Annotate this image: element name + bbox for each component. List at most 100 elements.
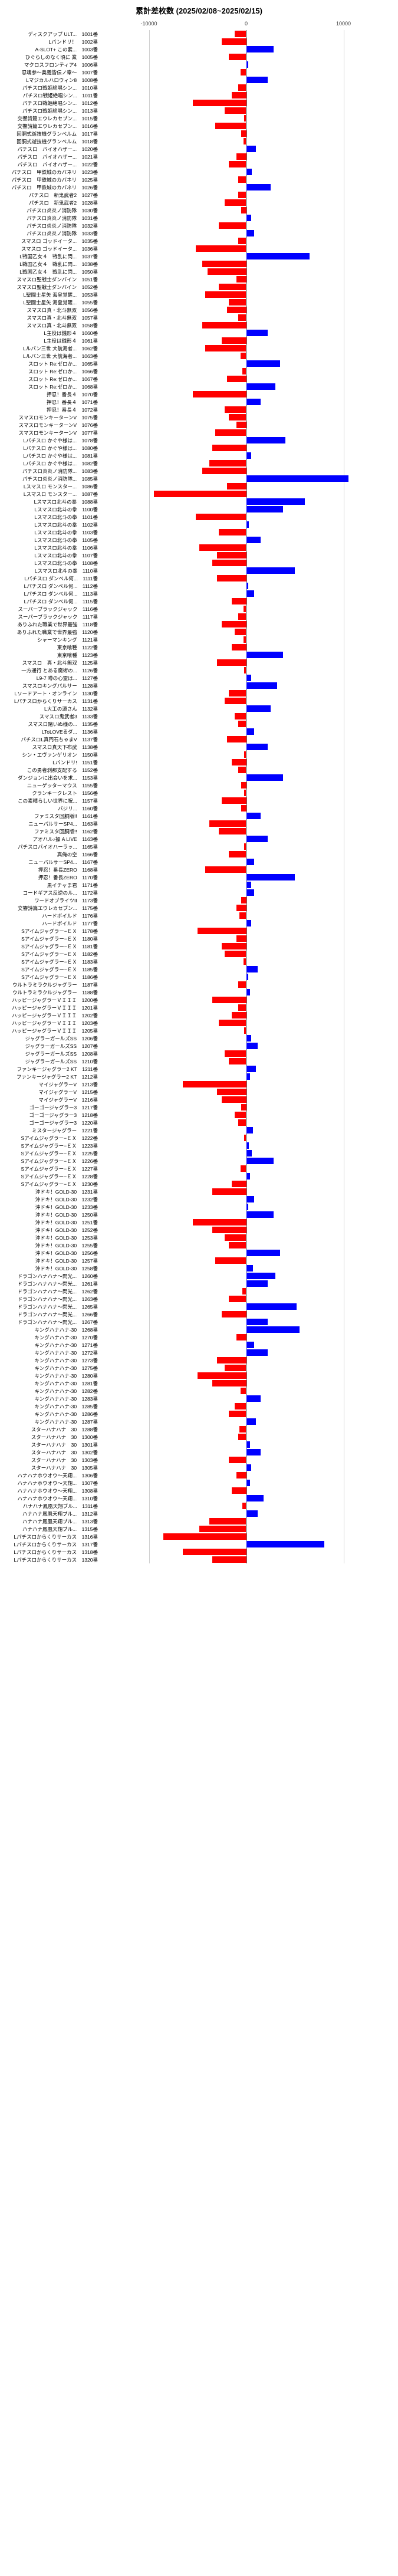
chart-row: キングハナハナ-30 1286番	[100, 1410, 392, 1418]
axis-tick-label: 10000	[336, 21, 351, 27]
row-label: L戦国乙女４ 戦乱に閃... 1037番	[0, 253, 99, 260]
chart-row: Sアイムジャグラー−ＥＸ 1178番	[100, 927, 392, 935]
row-label: ドラゴンハナハナ〜閃光... 1262番	[0, 1288, 99, 1295]
row-label: キングハナハナ-30 1287番	[0, 1418, 99, 1425]
bar	[232, 1181, 246, 1187]
chart-row: ハードボイルド 1177番	[100, 919, 392, 927]
chart-row: L主役は銭形４ 1060番	[100, 329, 392, 337]
row-label: ハナハナホウオウ〜天翔... 1310番	[0, 1495, 99, 1502]
bar	[202, 322, 246, 328]
chart-row: スマスロ ゴッドイータ... 1035番	[100, 237, 392, 245]
chart-row: Lスマスロ モンスター... 1087番	[100, 490, 392, 498]
bar	[246, 774, 284, 781]
row-label: スマスロ真・北斗無双 1058番	[0, 322, 99, 329]
row-label: スマスロキングパルサー 1128番	[0, 682, 99, 689]
chart-row: スマスロ鬼武者3 1133番	[100, 712, 392, 720]
row-label: L戦国乙女４ 戦乱に閃... 1050番	[0, 268, 99, 275]
chart-row: スマスロ聖戦士ダンバイン 1051番	[100, 275, 392, 283]
chart-row: スロット Re:ゼロか... 1067番	[100, 375, 392, 383]
bar	[246, 1349, 268, 1356]
chart-row: Lパチスロからくりサーカス 1317番	[100, 1540, 392, 1548]
row-label: 沖ドキ！GOLD-30 1250番	[0, 1211, 99, 1218]
chart-row: ドラゴンハナハナ〜閃光... 1262番	[100, 1287, 392, 1295]
row-label: Lスマスロ北斗の拳 1088番	[0, 498, 99, 505]
row-label: キングハナハナ-30 1281番	[0, 1380, 99, 1387]
row-label: パチスロ 甲鉄城のカバネリ 1026番	[0, 184, 99, 191]
row-label: Sアイムジャグラー−ＥＸ 1228番	[0, 1173, 99, 1180]
row-label: この素晴らしい世界に祝... 1157番	[0, 797, 99, 804]
chart-row: 押忍！番長４ 1072番	[100, 406, 392, 413]
bar	[196, 514, 246, 520]
row-label: 沖ドキ！GOLD-30 1233番	[0, 1204, 99, 1211]
bar	[244, 606, 246, 612]
bar	[222, 943, 246, 949]
chart-row: Sアイムジャグラー−ＥＸ 1228番	[100, 1172, 392, 1180]
bar	[246, 1480, 251, 1486]
row-label: Sアイムジャグラー−ＥＸ 1185番	[0, 966, 99, 973]
chart-row: Lスマスロ北斗の拳 1110番	[100, 567, 392, 574]
row-label: スロット Re:ゼロか... 1068番	[0, 383, 99, 390]
bar	[235, 31, 246, 37]
bar	[229, 1296, 246, 1302]
chart-row: パチスロ バイオハザー... 1020番	[100, 145, 392, 153]
bar	[232, 598, 246, 604]
chart-row: パチスロ戦姫絶唱シン... 1011番	[100, 91, 392, 99]
row-label: ファンキージャグラー2 KT 1211番	[0, 1066, 99, 1073]
bar	[241, 897, 246, 903]
bar	[229, 1058, 246, 1064]
bar	[246, 813, 261, 819]
bar	[227, 483, 246, 489]
bar	[246, 1150, 252, 1156]
bar	[193, 100, 246, 106]
row-label: ジャグラーガールズSS 1207番	[0, 1043, 99, 1050]
chart-row: キングハナハナ-30 1271番	[100, 1341, 392, 1349]
chart-row: スマスロ聖戦士ダンバイン 1052番	[100, 283, 392, 291]
row-label: Lスマスロ モンスター... 1086番	[0, 483, 99, 490]
chart-row: ニューパルサーSP4... 1167番	[100, 858, 392, 866]
bar	[246, 1142, 249, 1149]
bar	[238, 721, 246, 727]
bar	[246, 1273, 276, 1279]
row-label: パチスロ 甲鉄城のカバネリ 1025番	[0, 176, 99, 183]
row-label: ハナハナホウオウ〜天翔... 1308番	[0, 1487, 99, 1494]
row-label: スマスロ真・北斗無双 1056番	[0, 307, 99, 314]
chart-row: パチスロ バイオハザー... 1021番	[100, 153, 392, 160]
row-label: ファンキージャグラー2 KT 1212番	[0, 1073, 99, 1080]
bar	[246, 1326, 300, 1333]
row-label: Sアイムジャグラー−ＥＸ 1226番	[0, 1158, 99, 1165]
chart-row: キングハナハナ-30 1280番	[100, 1372, 392, 1379]
row-label: スターハナハナ 30 1288番	[0, 1426, 99, 1433]
chart-row: ジャグラーガールズSS 1208番	[100, 1050, 392, 1057]
chart-row: Sアイムジャグラー−ＥＸ 1226番	[100, 1157, 392, 1165]
row-label: L主役は銭形４ 1061番	[0, 337, 99, 344]
bar	[225, 951, 246, 957]
bar	[209, 460, 246, 466]
bar	[238, 176, 246, 183]
row-label: Lルパン三世 大航海者... 1062番	[0, 345, 99, 352]
chart-row: Lルパン三世 大航海者... 1063番	[100, 352, 392, 360]
row-label: ミスタージャグラー 1221番	[0, 1127, 99, 1134]
bar	[232, 644, 246, 650]
chart-row: マイジャグラーV 1216番	[100, 1096, 392, 1103]
chart-row: 回胴式遊技機グランベルム 1017番	[100, 130, 392, 137]
row-label: ハナハナ鳳凰天翔ブル... 1311番	[0, 1503, 99, 1510]
bar	[193, 391, 246, 397]
row-label: 押忍！番長４ 1070番	[0, 391, 99, 398]
row-label: スマスロ ゴッドイータ... 1036番	[0, 245, 99, 252]
bar	[227, 736, 246, 742]
bar	[241, 130, 246, 137]
row-label: スマスロ鬼武者3 1133番	[0, 713, 99, 720]
bar	[217, 1089, 246, 1095]
bar	[212, 1227, 246, 1233]
bar	[217, 575, 246, 581]
chart-title: 累計差枚数 (2025/02/08~2025/02/15)	[0, 0, 398, 21]
bar	[246, 1073, 251, 1080]
chart-row: マイジャグラーV 1213番	[100, 1080, 392, 1088]
chart-row: ワードオブライツII 1173番	[100, 896, 392, 904]
chart-row: キングハナハナ-30 1281番	[100, 1379, 392, 1387]
row-label: スロット Re:ゼロか... 1067番	[0, 376, 99, 383]
bar	[246, 1342, 254, 1348]
row-label: ドラゴンハナハナ〜閃光... 1267番	[0, 1319, 99, 1326]
chart-row: ゴーゴージャグラー3 1217番	[100, 1103, 392, 1111]
chart-row: Lスマスロ北斗の拳 1101番	[100, 513, 392, 521]
